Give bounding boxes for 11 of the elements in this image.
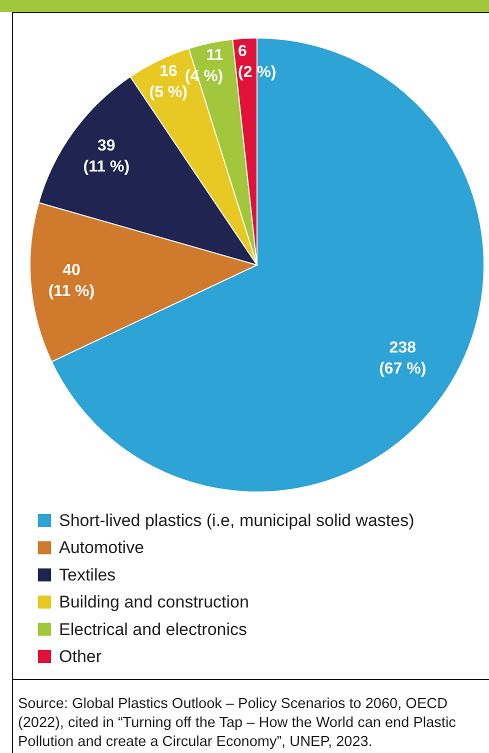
data-label: 238 (67 %) [379,339,426,378]
legend-label: Electrical and electronics [59,620,248,639]
legend-label: Textiles [59,565,116,584]
legend-label: Automotive [59,538,144,558]
legend-label: Building and construction [59,592,249,612]
data-label: 6 (2 %) [238,42,276,81]
data-label: 40 (11 %) [48,262,95,300]
source-note: Source: Global Plastics Outlook – Policy Scenarios to 2060, OECD (2022), cited in “Turning off the Tap – How the World can end Plastic Pollution and create a Circular Economy”, UNEP, 2023. [18,696,456,750]
data-label: 39 (11 %) [83,138,130,176]
legend-label: Other [59,647,102,666]
legend-label: Short-lived plastics (i.e, municipal solid wastes) [59,511,414,530]
